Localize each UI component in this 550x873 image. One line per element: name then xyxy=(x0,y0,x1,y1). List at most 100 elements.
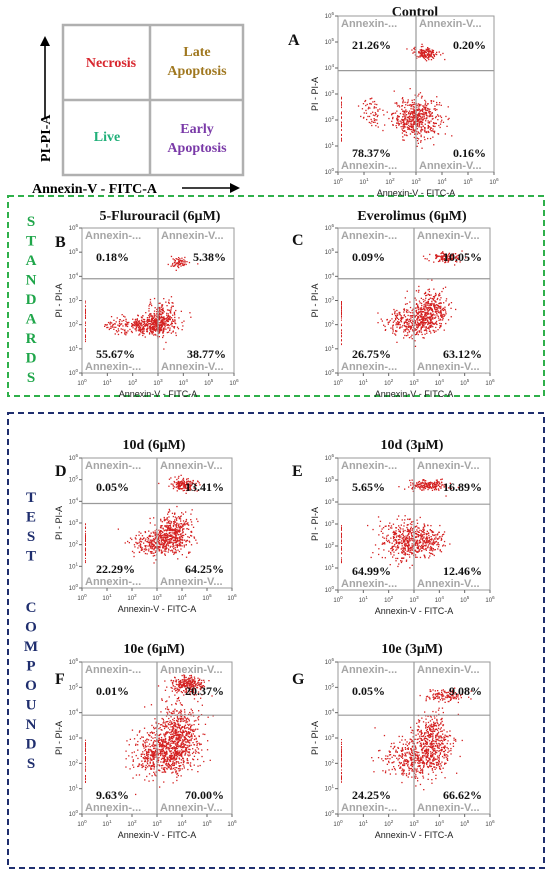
event-dot xyxy=(417,132,420,134)
event-dot xyxy=(153,317,155,319)
event-dot xyxy=(186,758,188,760)
event-dot xyxy=(412,114,414,116)
event-dot xyxy=(435,53,437,55)
event-dot xyxy=(370,118,372,121)
event-dot xyxy=(182,717,184,720)
event-dot xyxy=(400,560,402,562)
event-dot xyxy=(399,324,401,326)
event-dot xyxy=(143,758,145,760)
event-dot xyxy=(404,325,406,327)
event-dot xyxy=(395,541,397,543)
event-dot xyxy=(179,750,181,752)
event-dot xyxy=(136,318,138,320)
event-dot xyxy=(186,739,189,741)
event-dot xyxy=(160,749,162,751)
event-dot xyxy=(428,290,431,293)
event-dot xyxy=(151,317,153,319)
event-dot xyxy=(426,319,429,321)
event-dot xyxy=(150,754,152,757)
event-dot xyxy=(155,317,157,319)
event-dot xyxy=(410,108,412,110)
event-dot xyxy=(427,547,429,549)
event-dot xyxy=(440,305,442,307)
event-dot xyxy=(429,321,431,323)
event-dot xyxy=(416,525,418,527)
event-dot xyxy=(174,708,176,710)
event-dot xyxy=(141,760,143,762)
event-dot xyxy=(139,323,141,325)
event-dot xyxy=(443,254,446,256)
event-dot xyxy=(178,758,181,760)
event-dot xyxy=(438,544,440,546)
event-dot xyxy=(174,537,176,540)
event-dot xyxy=(440,54,442,56)
event-dot xyxy=(369,98,371,100)
event-dot xyxy=(160,549,163,551)
event-dot xyxy=(137,542,139,544)
event-dot xyxy=(403,329,405,331)
event-dot xyxy=(420,53,422,55)
gate-name: Annexin-... xyxy=(85,576,141,588)
event-dot xyxy=(167,748,169,750)
event-dot xyxy=(152,763,155,766)
event-dot xyxy=(412,486,414,489)
gate-name: Annexin-... xyxy=(85,230,141,242)
event-dot xyxy=(398,530,400,532)
event-dot xyxy=(420,127,423,129)
event-dot xyxy=(406,118,408,120)
event-dot xyxy=(159,752,161,755)
event-dot xyxy=(177,774,179,777)
event-dot xyxy=(418,108,421,111)
event-dot xyxy=(416,543,418,545)
event-dot xyxy=(162,534,164,536)
event-dot xyxy=(145,753,148,755)
event-dot xyxy=(362,117,365,119)
event-dot xyxy=(414,120,416,123)
event-dot xyxy=(413,129,415,131)
event-dot xyxy=(421,318,423,321)
event-dot xyxy=(85,535,86,537)
event-dot xyxy=(85,549,86,551)
event-dot xyxy=(411,545,413,547)
event-dot xyxy=(441,484,444,486)
event-dot xyxy=(141,547,143,549)
event-dot xyxy=(142,321,145,323)
event-dot xyxy=(418,550,420,552)
event-dot xyxy=(414,540,416,542)
event-dot xyxy=(419,556,422,559)
event-dot xyxy=(175,518,177,520)
event-dot xyxy=(413,106,415,108)
event-dot xyxy=(447,487,450,489)
event-dot xyxy=(169,309,171,312)
event-dot xyxy=(183,259,185,261)
event-dot xyxy=(429,56,431,58)
event-dot xyxy=(168,739,170,741)
y-tick-label: 100 xyxy=(325,167,335,176)
event-dot xyxy=(166,756,168,758)
event-dot xyxy=(176,747,178,749)
event-dot xyxy=(406,550,408,552)
event-dot xyxy=(437,255,439,258)
event-dot xyxy=(186,750,188,752)
event-dot xyxy=(424,541,426,543)
standards-letter: S xyxy=(27,214,35,230)
event-dot xyxy=(155,550,157,552)
event-dot xyxy=(138,531,140,533)
event-dot xyxy=(413,122,415,124)
event-dot xyxy=(159,537,161,539)
event-dot xyxy=(158,532,160,534)
event-dot xyxy=(177,486,179,488)
event-dot xyxy=(202,733,204,735)
event-dot xyxy=(426,317,428,319)
event-dot xyxy=(175,486,177,488)
event-dot xyxy=(182,528,184,530)
event-dot xyxy=(172,483,174,485)
event-dot xyxy=(163,746,166,748)
event-dot xyxy=(167,545,170,547)
event-dot xyxy=(176,754,178,756)
event-dot xyxy=(165,744,167,747)
event-dot xyxy=(449,255,451,257)
event-dot xyxy=(428,326,430,328)
event-dot xyxy=(148,316,150,319)
event-dot xyxy=(144,540,146,542)
